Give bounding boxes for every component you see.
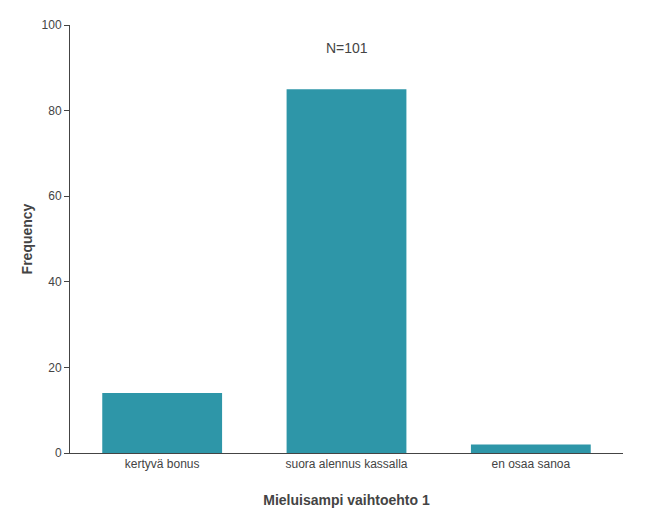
svg-text:Frequency: Frequency — [19, 203, 35, 274]
svg-text:suora alennus kassalla: suora alennus kassalla — [285, 457, 407, 471]
svg-text:en osaa sanoa: en osaa sanoa — [491, 457, 570, 471]
svg-text:N=101: N=101 — [326, 40, 368, 56]
svg-text:60: 60 — [48, 189, 62, 203]
svg-text:0: 0 — [55, 446, 62, 460]
svg-text:100: 100 — [42, 18, 62, 32]
svg-text:40: 40 — [48, 275, 62, 289]
svg-text:kertyvä bonus: kertyvä bonus — [125, 457, 200, 471]
svg-text:Mieluisampi vaihtoehto 1: Mieluisampi vaihtoehto 1 — [263, 492, 430, 508]
svg-text:80: 80 — [48, 104, 62, 118]
svg-text:20: 20 — [48, 361, 62, 375]
